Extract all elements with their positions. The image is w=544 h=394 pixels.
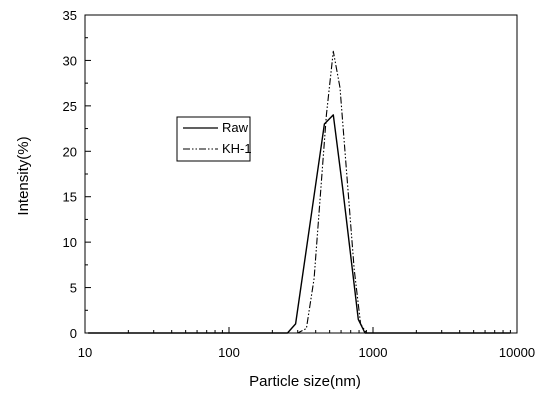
legend-label-kh1: KH-1 xyxy=(222,141,252,156)
legend-box xyxy=(176,116,251,162)
series-line-kh1 xyxy=(88,50,511,334)
y-tick-label: 0 xyxy=(70,326,77,341)
x-axis-label: Particle size(nm) xyxy=(249,373,361,390)
x-axis: 10 100 1000 10000 xyxy=(78,327,535,360)
y-tick-label: 20 xyxy=(63,144,77,159)
y-axis: 0 5 10 15 20 25 30 35 xyxy=(63,8,91,341)
legend-label-raw: Raw xyxy=(222,120,249,135)
x-tick-label: 10 xyxy=(78,345,92,360)
y-tick-label: 5 xyxy=(70,281,77,296)
x-tick-label: 100 xyxy=(218,345,240,360)
y-tick-label: 15 xyxy=(63,190,77,205)
series-line-raw xyxy=(88,114,511,334)
y-tick-label: 25 xyxy=(63,99,77,114)
x-tick-label: 1000 xyxy=(359,345,388,360)
y-axis-label: Intensity(%) xyxy=(15,136,32,215)
y-tick-label: 10 xyxy=(63,235,77,250)
legend: Raw KH-1 xyxy=(176,116,252,162)
x-tick-label: 10000 xyxy=(499,345,535,360)
y-tick-label: 35 xyxy=(63,8,77,23)
series-layer xyxy=(88,50,511,334)
y-tick-label: 30 xyxy=(63,53,77,68)
